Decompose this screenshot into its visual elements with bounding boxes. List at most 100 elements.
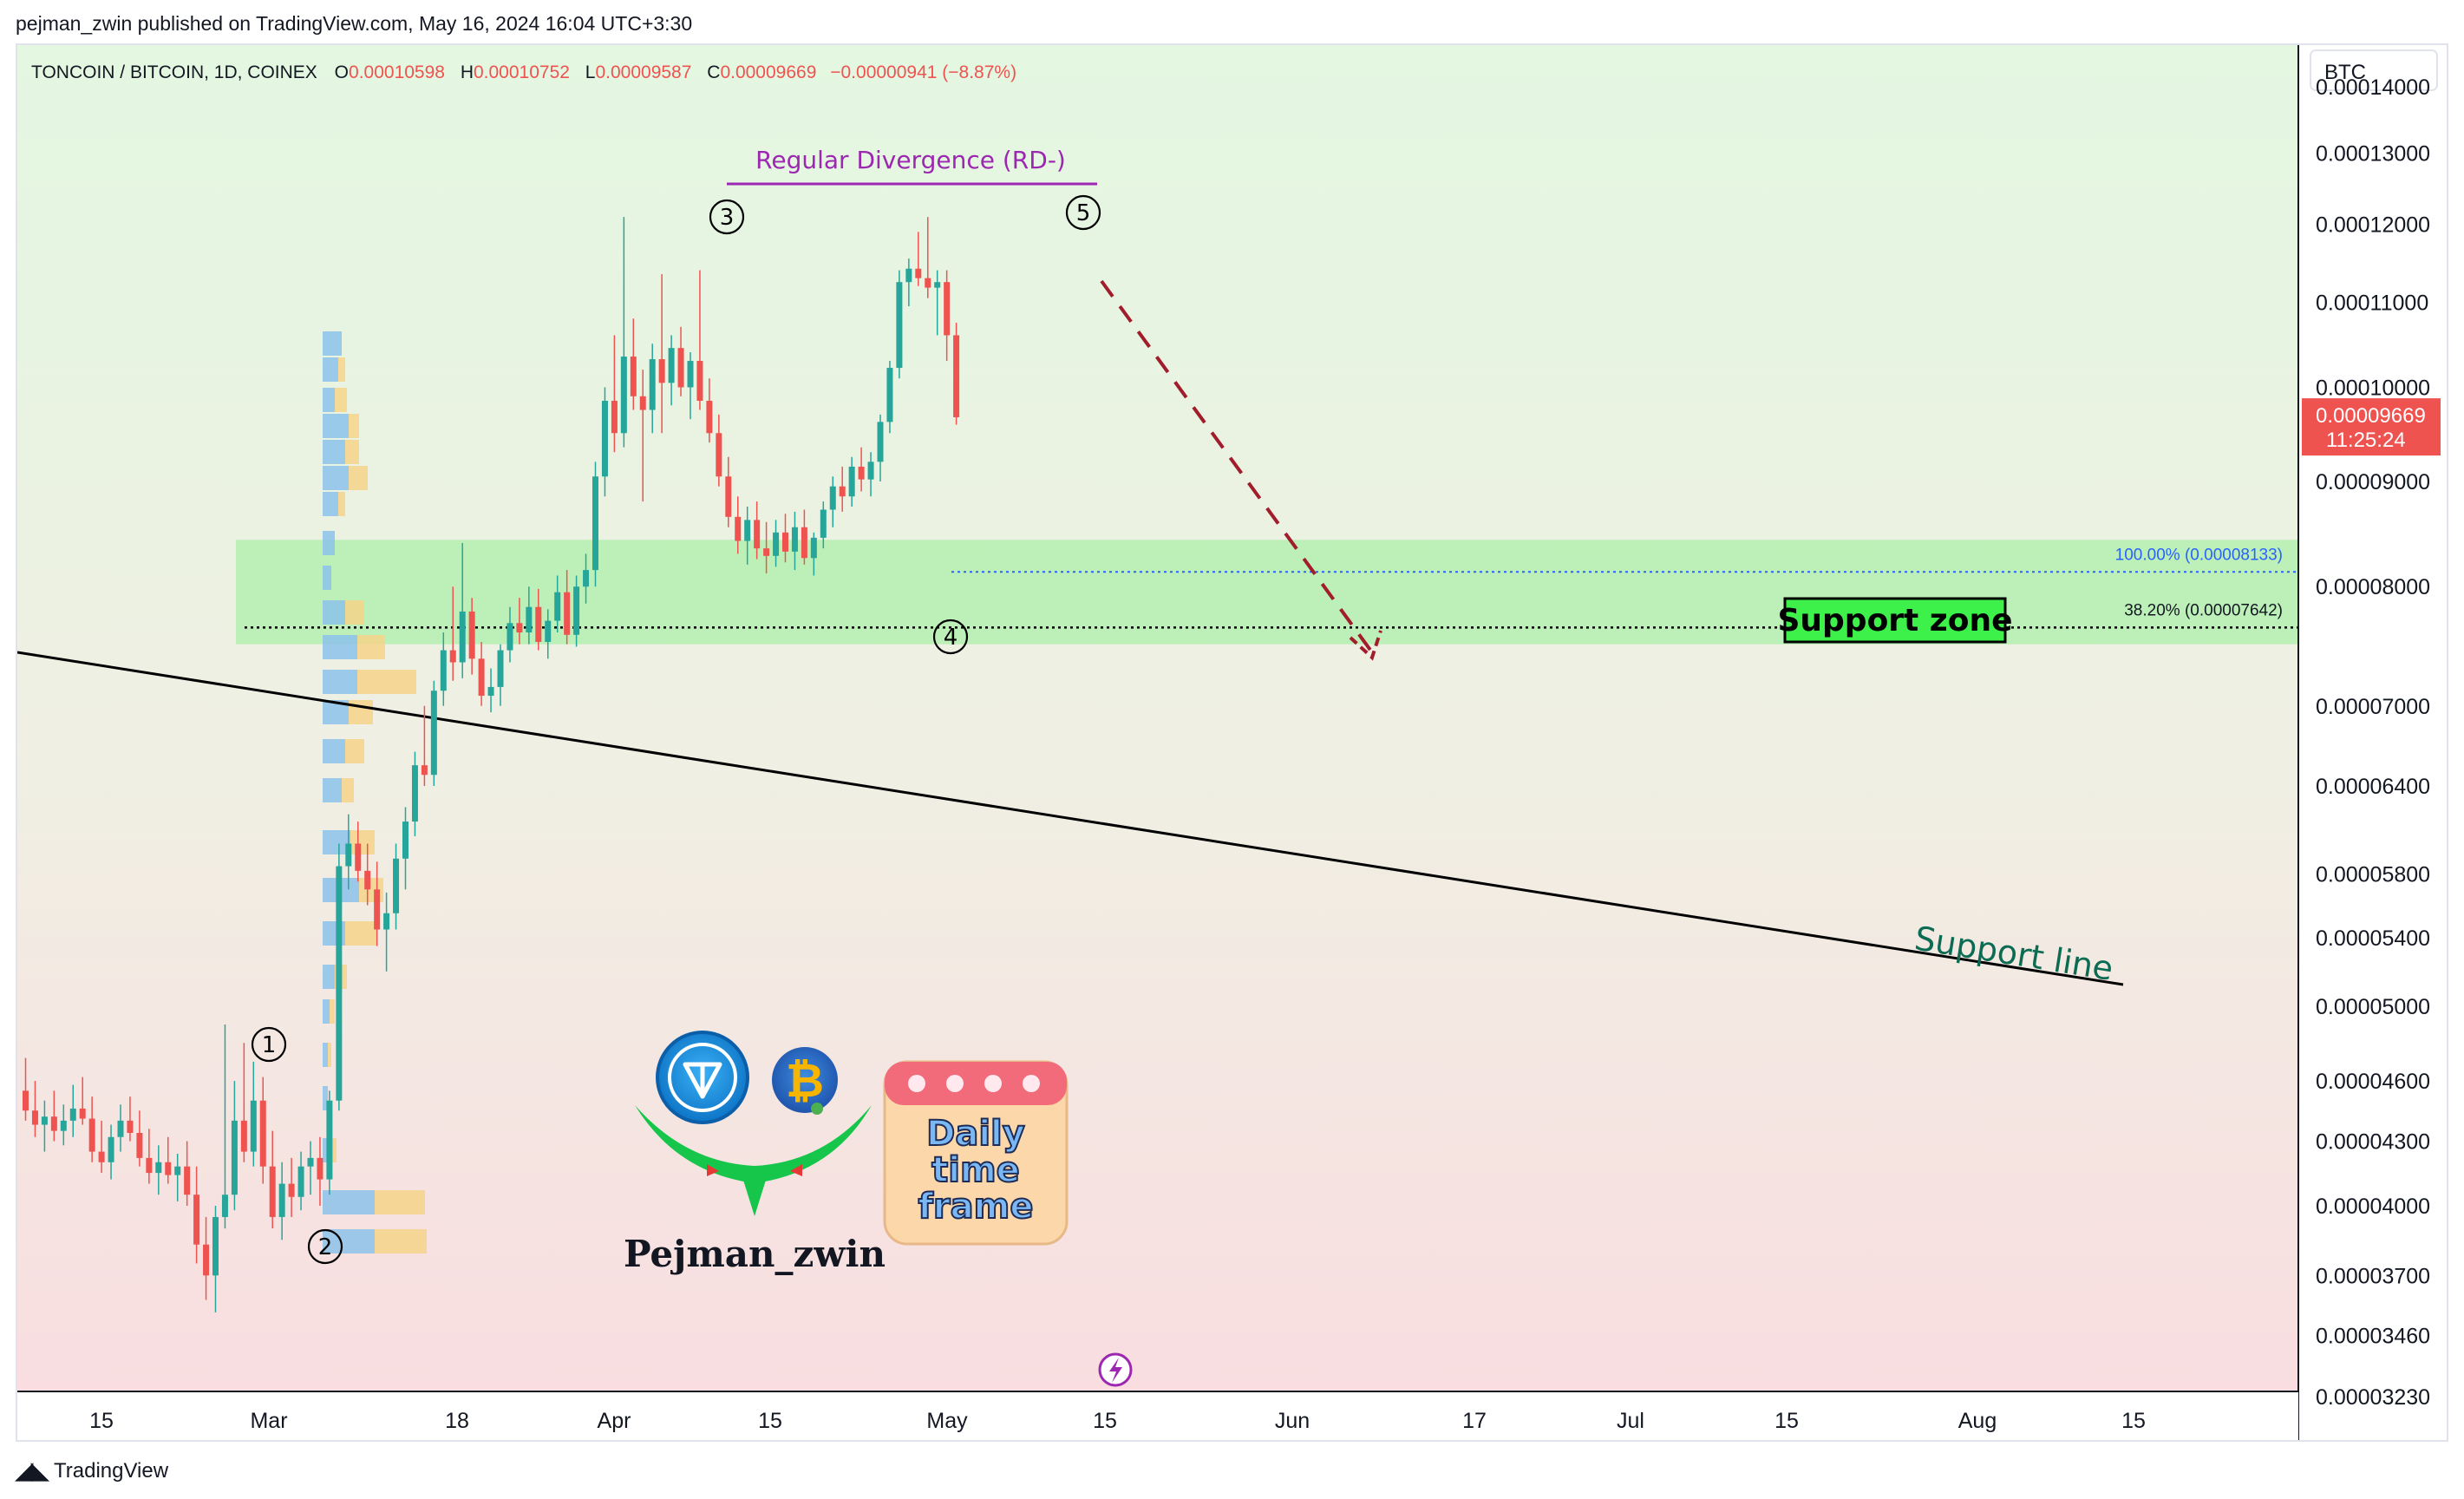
candle[interactable]	[193, 1166, 200, 1264]
candle[interactable]	[905, 259, 912, 307]
candle[interactable]	[430, 680, 437, 787]
candle[interactable]	[355, 822, 362, 882]
candle[interactable]	[810, 532, 817, 576]
candle[interactable]	[535, 588, 542, 651]
candle[interactable]	[763, 521, 770, 573]
candle[interactable]	[706, 378, 713, 443]
candle[interactable]	[136, 1110, 143, 1167]
candle[interactable]	[50, 1090, 57, 1142]
candle[interactable]	[117, 1104, 124, 1152]
candle[interactable]	[620, 217, 627, 448]
candle[interactable]	[108, 1124, 114, 1180]
candle[interactable]	[526, 586, 533, 645]
candle[interactable]	[203, 1216, 210, 1300]
candle[interactable]	[592, 461, 598, 587]
candle[interactable]	[212, 1206, 219, 1312]
candle[interactable]	[231, 1081, 238, 1211]
candle[interactable]	[611, 335, 618, 453]
candle[interactable]	[468, 598, 475, 675]
candle[interactable]	[60, 1104, 67, 1146]
lightning-icon[interactable]	[1098, 1352, 1133, 1387]
candle[interactable]	[88, 1096, 95, 1162]
candle[interactable]	[345, 814, 352, 890]
candle[interactable]	[658, 274, 665, 434]
candle[interactable]	[867, 452, 874, 497]
candle[interactable]	[41, 1100, 48, 1152]
candle[interactable]	[696, 270, 703, 410]
candle[interactable]	[583, 553, 590, 604]
candle[interactable]	[336, 843, 343, 1111]
candle[interactable]	[326, 1090, 333, 1195]
candle[interactable]	[564, 570, 571, 645]
candle[interactable]	[639, 370, 646, 502]
time-axis-area[interactable]	[17, 1391, 2298, 1442]
candle[interactable]	[250, 1061, 257, 1167]
candle[interactable]	[184, 1141, 191, 1206]
candle[interactable]	[735, 496, 742, 554]
candle[interactable]	[677, 326, 684, 396]
candle[interactable]	[886, 361, 893, 434]
candle[interactable]	[944, 270, 951, 362]
candle[interactable]	[782, 514, 788, 563]
candle[interactable]	[155, 1145, 162, 1195]
candle[interactable]	[383, 892, 390, 972]
candle[interactable]	[934, 270, 941, 336]
currency-button[interactable]: BTC	[2310, 49, 2438, 91]
candle[interactable]	[440, 632, 447, 706]
candle[interactable]	[877, 414, 884, 481]
candle[interactable]	[259, 1077, 266, 1184]
candle[interactable]	[79, 1077, 86, 1125]
candle[interactable]	[687, 352, 694, 420]
candle[interactable]	[317, 1136, 324, 1206]
candle[interactable]	[98, 1120, 105, 1174]
candle[interactable]	[507, 606, 513, 663]
candle[interactable]	[497, 644, 504, 706]
candle[interactable]	[649, 344, 656, 434]
candle[interactable]	[839, 466, 846, 512]
candle[interactable]	[601, 387, 608, 497]
candle[interactable]	[374, 861, 381, 946]
candle[interactable]	[297, 1151, 304, 1211]
candle[interactable]	[725, 456, 732, 527]
candle[interactable]	[411, 751, 418, 836]
candle[interactable]	[487, 668, 494, 713]
candle[interactable]	[848, 456, 855, 507]
candle[interactable]	[269, 1130, 276, 1229]
candle[interactable]	[858, 447, 865, 492]
candle[interactable]	[240, 1043, 247, 1162]
chart-frame[interactable]: Regular Divergence (RD-) 1 2 3 4 5 100.0…	[16, 43, 2448, 1442]
candle[interactable]	[221, 1024, 228, 1229]
candle[interactable]	[630, 318, 637, 410]
candle[interactable]	[165, 1136, 172, 1184]
candle[interactable]	[31, 1081, 38, 1137]
candle[interactable]	[478, 641, 485, 706]
candle[interactable]	[174, 1153, 181, 1201]
candle[interactable]	[127, 1096, 134, 1142]
candle[interactable]	[307, 1141, 314, 1195]
candle[interactable]	[146, 1129, 153, 1184]
candle[interactable]	[773, 520, 780, 567]
price-axis-area[interactable]	[2298, 45, 2448, 1391]
candle[interactable]	[925, 217, 931, 298]
candle[interactable]	[278, 1162, 285, 1240]
candle[interactable]	[545, 609, 552, 659]
candle[interactable]	[69, 1084, 76, 1137]
candle[interactable]	[364, 843, 371, 906]
candle[interactable]	[820, 501, 827, 549]
candle[interactable]	[288, 1157, 295, 1217]
candle[interactable]	[23, 1057, 29, 1121]
candle[interactable]	[896, 270, 903, 379]
candle[interactable]	[393, 843, 400, 930]
candle[interactable]	[754, 501, 761, 560]
candle[interactable]	[402, 807, 408, 890]
candle[interactable]	[516, 598, 523, 645]
footer-brand[interactable]: ◢◣ TradingView	[16, 1457, 168, 1484]
candle[interactable]	[449, 586, 456, 681]
candlestick-series[interactable]	[23, 217, 960, 1312]
support-line[interactable]	[17, 651, 2124, 986]
candle[interactable]	[668, 335, 675, 406]
candle[interactable]	[801, 509, 807, 565]
candle[interactable]	[915, 232, 922, 286]
candle[interactable]	[791, 511, 798, 571]
candle[interactable]	[573, 575, 580, 647]
